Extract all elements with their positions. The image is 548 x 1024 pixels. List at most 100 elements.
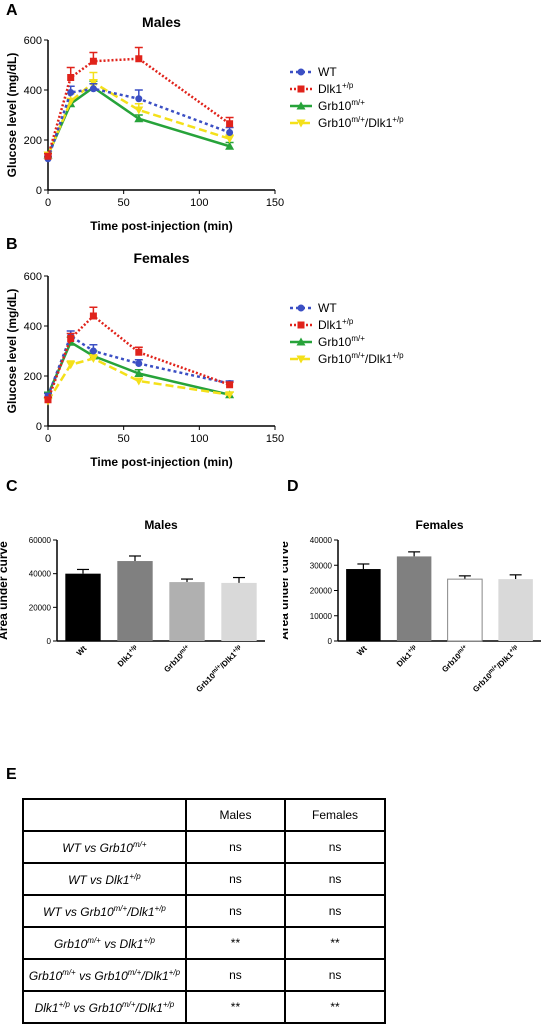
males-result-cell: ** <box>184 990 287 1024</box>
females-line-point <box>66 361 76 370</box>
females-line-ytick-label: 600 <box>24 271 42 283</box>
females-line-legend-marker <box>297 321 305 329</box>
females-line-point <box>135 348 143 356</box>
females-bar-category-label: Grb10m/+/Dlk1+/p <box>471 644 521 694</box>
comparison-cell: Dlk1+/p vs Grb10m/+/Dlk1+/p <box>22 990 187 1024</box>
males-line-point <box>67 74 75 81</box>
males-line-point <box>134 114 144 123</box>
males-line-ylabel: Glucose level (mg/dL) <box>5 53 19 178</box>
males-line-point <box>44 152 52 160</box>
males-result-cell: ns <box>184 830 287 864</box>
males-line-legend-marker <box>296 119 306 128</box>
females-bar-category-label: Wt <box>355 644 369 658</box>
males-result-cell: ns <box>184 958 287 992</box>
table-header-cell: Males <box>184 798 287 832</box>
comparison-cell: Grb10m/+ vs Grb10m/+/Dlk1+/p <box>22 958 187 992</box>
females-line-ytick-label: 200 <box>24 371 42 383</box>
males-bar-ytick-label: 20000 <box>29 603 52 612</box>
chart-females-auc: Females 0 10000 20000 30000 40000 Area under c… <box>283 518 541 694</box>
females-line-ytick-label: 400 <box>24 321 42 333</box>
table-header-cell <box>22 798 187 832</box>
males-line-point <box>89 85 97 93</box>
males-line-legend-marker <box>297 68 305 76</box>
comparison-cell: WT vs Grb10m/+ <box>22 830 187 864</box>
males-bar-category-label: Wt <box>75 644 89 658</box>
comparison-cell: WT vs Grb10m/+/Dlk1+/p <box>22 894 187 928</box>
males-line-ytick-label: 0 <box>36 185 42 197</box>
females-line-xtick-label: 150 <box>266 433 284 445</box>
males-line-xtick-label: 50 <box>118 197 130 209</box>
females-line-legend-label: Grb10m/+ <box>318 334 365 349</box>
females-result-cell: ns <box>284 862 386 896</box>
females-line-point <box>225 391 235 400</box>
table-row: Grb10m/+ vs Grb10m/+/Dlk1+/p ns ns <box>22 958 386 992</box>
males-line-title: Males <box>142 14 181 30</box>
females-line-point <box>134 377 144 386</box>
males-line-point <box>226 129 234 136</box>
males-line-xtick-label: 150 <box>266 197 284 209</box>
females-result-cell: ns <box>284 958 386 992</box>
panel-label-b: B <box>6 236 18 253</box>
males-line-legend-label: Grb10m/+/Dlk1+/p <box>318 115 404 130</box>
panel-label-e: E <box>6 766 17 783</box>
females-line-ytick-label: 0 <box>36 421 42 433</box>
males-line-ytick-label: 200 <box>24 135 42 147</box>
panel-label-c: C <box>6 478 18 495</box>
females-line-point <box>134 369 144 377</box>
females-line-point <box>67 335 75 342</box>
males-line-ytick-label: 600 <box>24 35 42 47</box>
females-bar-category-label: Grb10m/+ <box>440 644 470 674</box>
females-line-legend-label: WT <box>318 301 337 315</box>
table-header-row: Males Females <box>22 798 386 832</box>
females-line-legend-marker <box>296 355 306 364</box>
table-header-cell: Females <box>284 798 386 832</box>
females-line-series-1 <box>44 306 234 404</box>
females-bar-ytick-label: 20000 <box>310 587 333 596</box>
comparison-cell: WT vs Dlk1+/p <box>22 862 187 896</box>
panel-label-a: A <box>6 2 18 19</box>
males-line-point <box>89 57 97 65</box>
females-bar-ylabel: Area under curve <box>283 541 291 640</box>
females-line-ylabel: Glucose level (mg/dL) <box>5 289 19 414</box>
males-line-ytick-label: 400 <box>24 85 42 97</box>
females-line-point <box>88 355 98 363</box>
females-line-legend-marker <box>296 337 306 346</box>
males-line-xlabel: Time post-injection (min) <box>90 219 232 233</box>
stats-table: Males Females WT vs Grb10m/+ ns ns WT vs Dlk1… <box>22 798 386 1024</box>
males-line-legend-marker <box>296 101 306 110</box>
females-bar-ytick-label: 10000 <box>310 612 333 621</box>
females-line-point <box>44 396 52 404</box>
panel-label-d: D <box>287 478 299 495</box>
females-line-legend-label: Dlk1+/p <box>318 317 354 332</box>
males-line-point <box>67 89 75 96</box>
females-bar-ytick-label: 0 <box>328 637 333 646</box>
males-line-xtick-label: 0 <box>45 197 51 209</box>
females-bar-category-label: Dlk1+/p <box>395 644 420 669</box>
females-line-xtick-label: 50 <box>118 433 130 445</box>
females-bar-ytick-label: 30000 <box>310 561 333 570</box>
females-bar-bar <box>447 578 483 642</box>
females-bar-bar <box>498 579 533 641</box>
females-line-xlabel: Time post-injection (min) <box>90 455 232 469</box>
females-line-point <box>135 360 143 367</box>
males-result-cell: ns <box>184 894 287 928</box>
males-line-series-1 <box>44 46 234 160</box>
table-row: WT vs Grb10m/+ ns ns <box>22 830 386 864</box>
table-row: Grb10m/+ vs Dlk1+/p ** ** <box>22 926 386 960</box>
comparison-cell: Grb10m/+ vs Dlk1+/p <box>22 926 187 960</box>
females-bar-bar <box>346 569 381 641</box>
males-bar-category-label: Grb10m/+/Dlk1+/p <box>194 644 244 694</box>
females-result-cell: ns <box>284 894 386 928</box>
chart-males-auc: Males 0 20000 40000 60000 Area under curve Wt D… <box>0 518 265 694</box>
males-line-point <box>225 135 235 144</box>
chart-females-glucose: Females 0 200 400 600 0 50 100 150 Time post-inje… <box>5 250 404 469</box>
males-bar-category-label: Dlk1+/p <box>116 644 141 669</box>
table-row: WT vs Dlk1+/p ns ns <box>22 862 386 896</box>
females-line-legend-marker <box>297 304 305 312</box>
males-line-point <box>225 141 235 150</box>
females-line-legend-label: Grb10m/+/Dlk1+/p <box>318 351 404 366</box>
males-bar-bar <box>169 582 205 641</box>
males-line-point <box>135 95 143 103</box>
females-result-cell: ** <box>284 926 386 960</box>
males-line-series-0 <box>44 83 234 163</box>
